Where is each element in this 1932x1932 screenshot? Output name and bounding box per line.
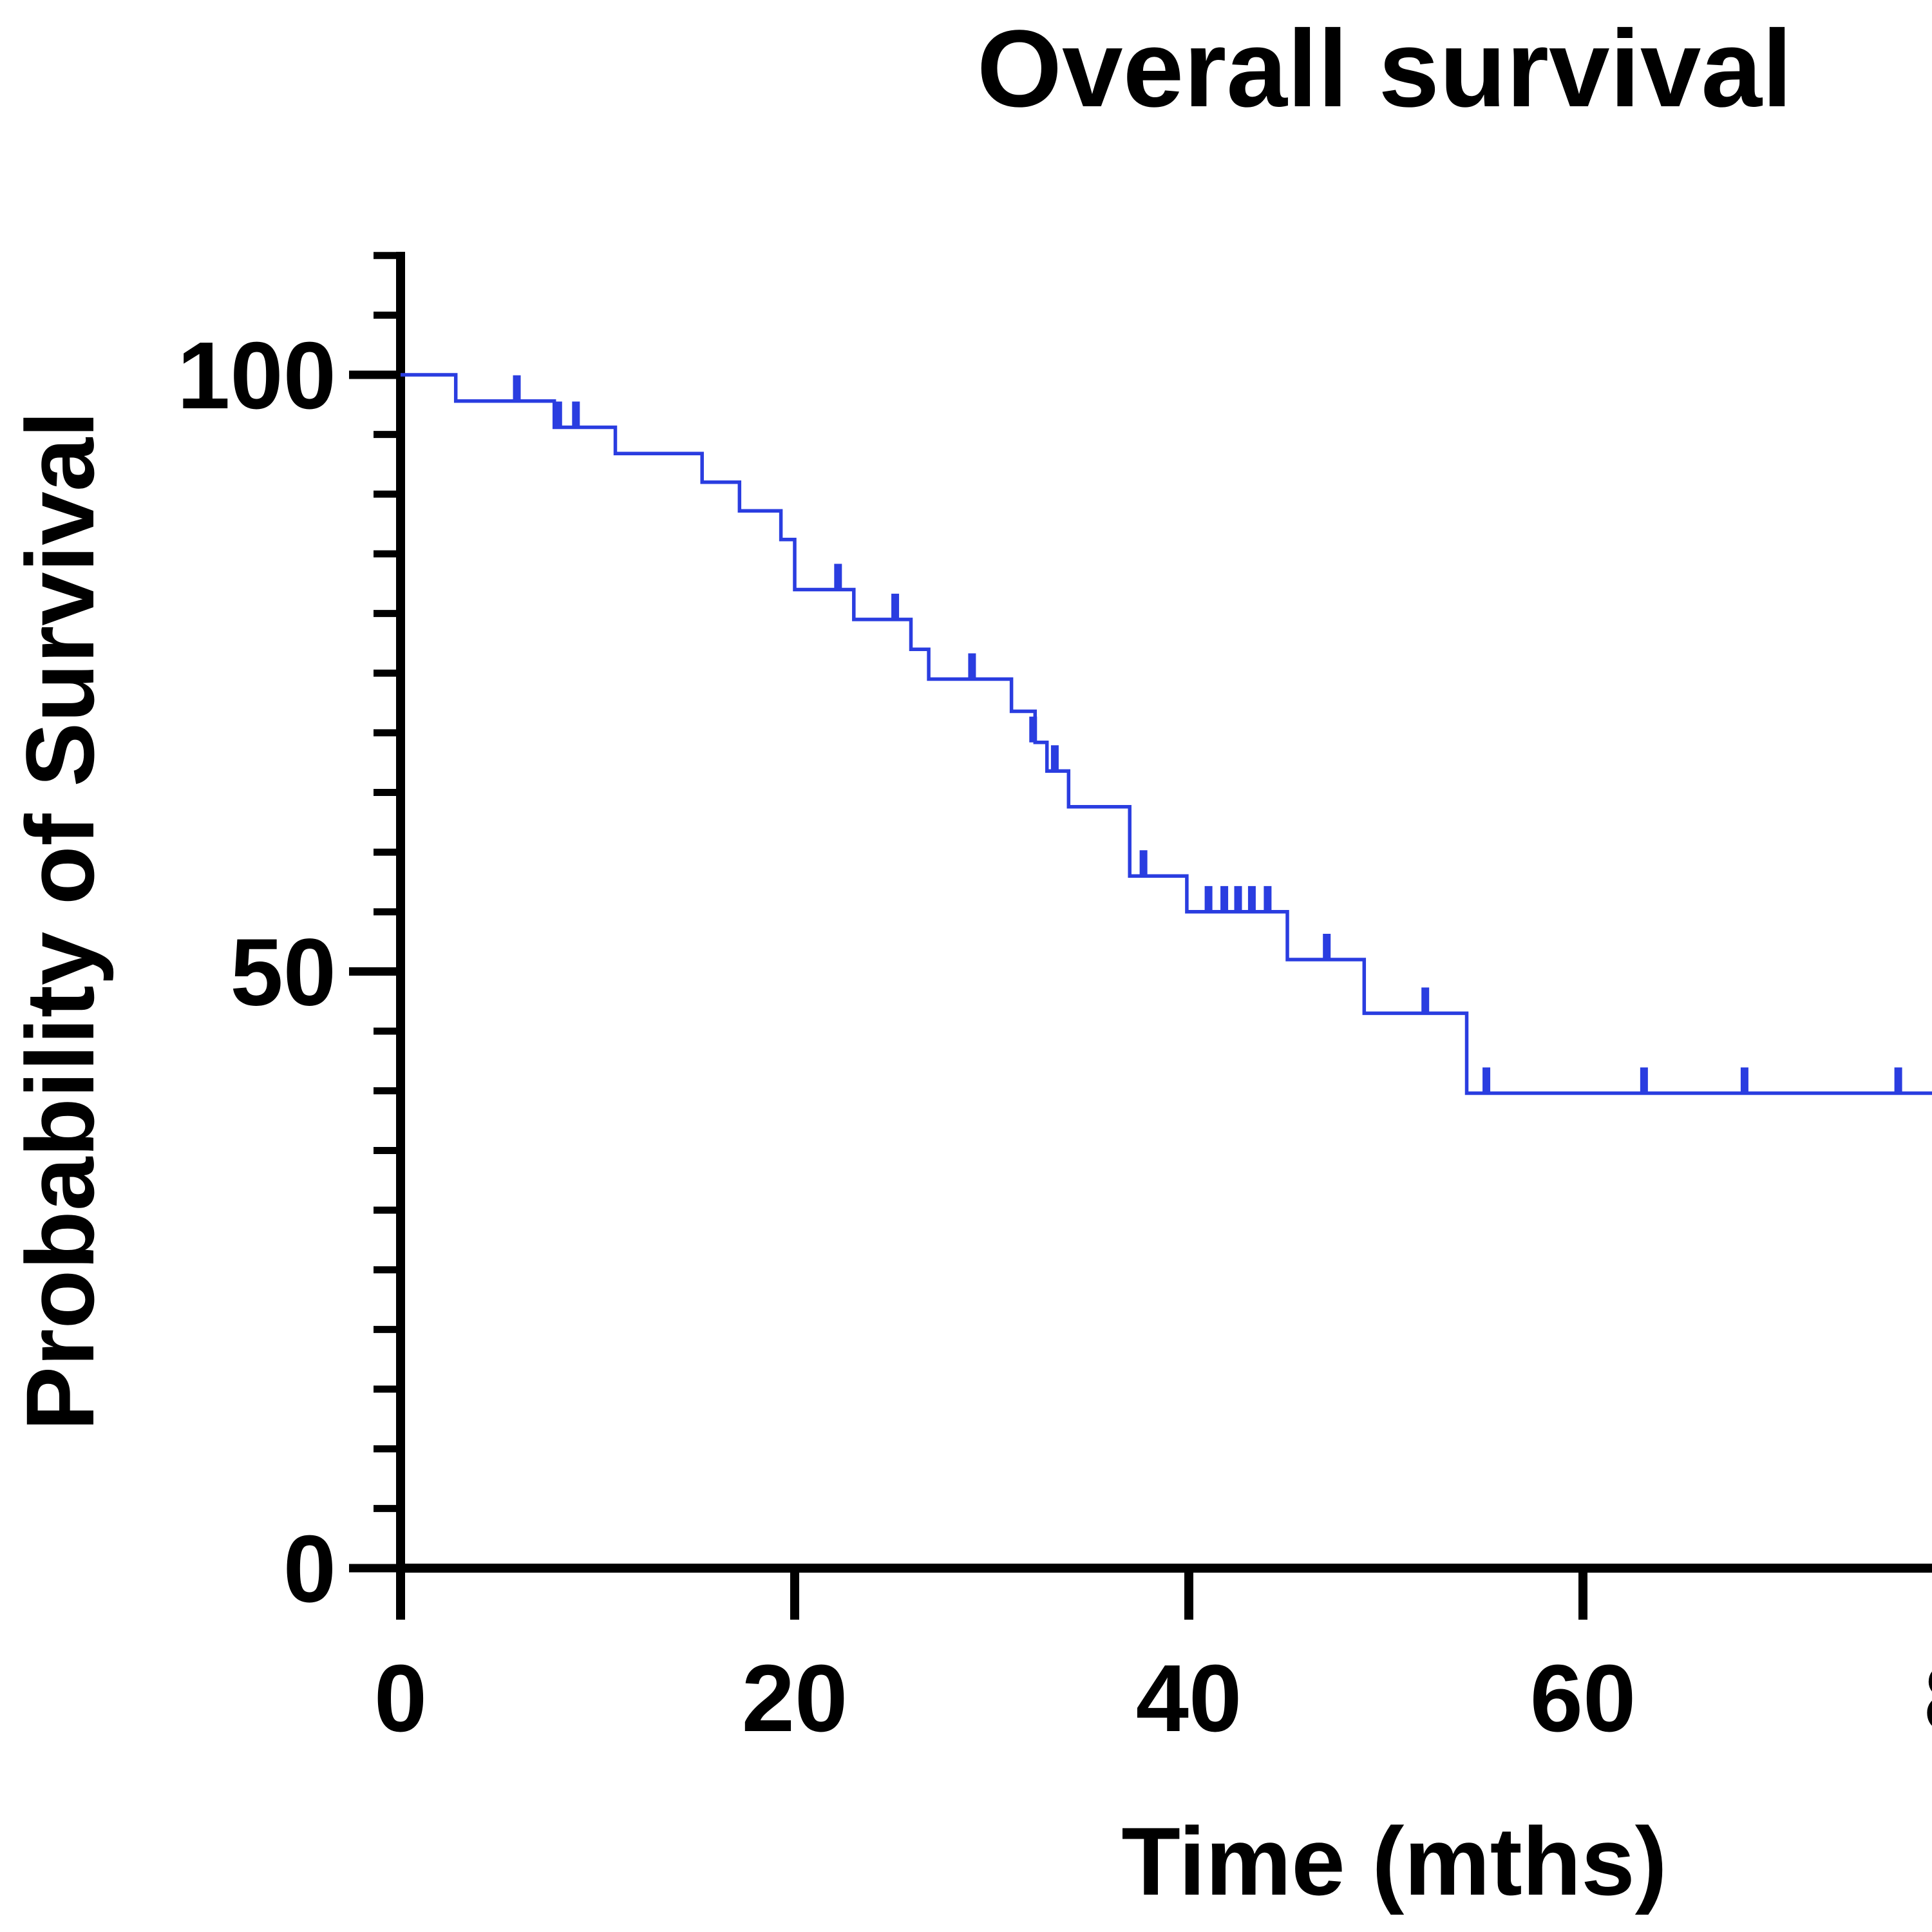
y-axis-label: Probability of Survival <box>6 411 114 1431</box>
survival-step-line <box>401 373 1932 1095</box>
plot-area <box>401 373 1932 1095</box>
y-tick-label: 0 <box>283 1516 336 1622</box>
x-tick-label: 60 <box>1530 1645 1636 1752</box>
x-axis-label: Time (mths) <box>1121 1807 1667 1915</box>
y-tick-label: 50 <box>230 920 336 1026</box>
axes: 0 50 100 0 20 40 60 80 <box>177 252 1932 1752</box>
x-tick-label: 20 <box>742 1645 848 1752</box>
y-tick-label: 100 <box>177 323 336 429</box>
chart-title: Overall survival <box>977 8 1792 130</box>
x-tick-label: 80 <box>1924 1645 1932 1752</box>
x-tick-label: 0 <box>374 1645 427 1752</box>
x-tick-label: 40 <box>1136 1645 1242 1752</box>
